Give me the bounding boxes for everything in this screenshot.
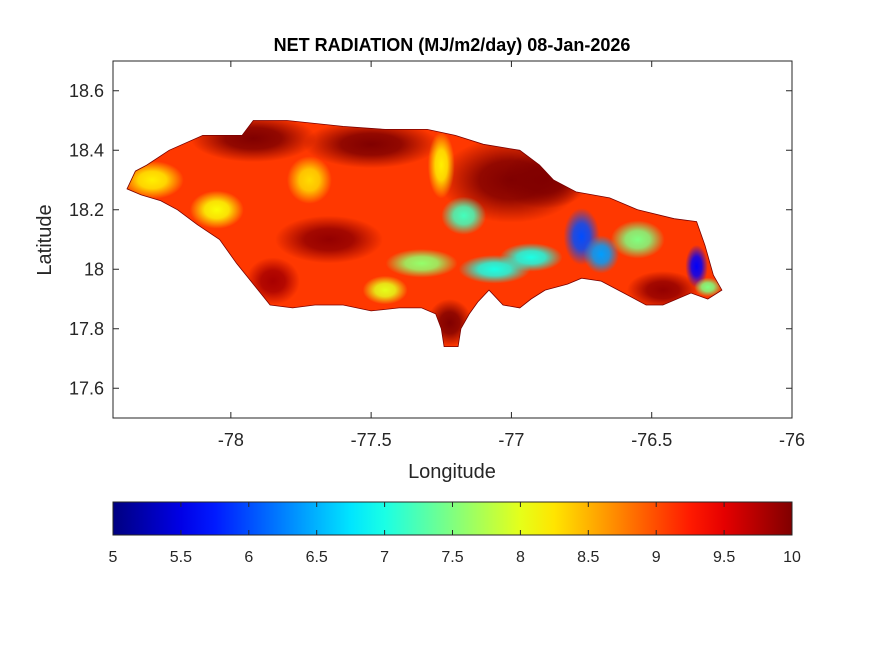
y-tick-label: 18.2 xyxy=(69,200,104,220)
y-tick-label: 17.8 xyxy=(69,319,104,339)
y-axis-label: Latitude xyxy=(34,204,56,275)
heatmap-blob xyxy=(441,196,487,235)
heatmap-blobs xyxy=(127,120,722,347)
heatmap-blob xyxy=(385,249,458,278)
heatmap-blob xyxy=(427,131,455,199)
colorbar-tick-label: 7 xyxy=(380,549,389,566)
y-tick-label: 18.4 xyxy=(69,140,104,160)
x-axis-label: Longitude xyxy=(408,461,496,483)
colorbar-tick-label: 7.5 xyxy=(441,549,463,566)
y-tick-label: 17.6 xyxy=(69,378,104,398)
heatmap-blob xyxy=(694,277,722,297)
heatmap-blob xyxy=(610,220,665,259)
colorbar-ticks: 5 5.5 6 6.5 7 7.5 8 8.5 9 9.5 10 xyxy=(109,502,801,566)
heatmap-blob xyxy=(303,120,439,169)
x-tick-label: -76.5 xyxy=(631,430,672,450)
heatmap-blob xyxy=(685,244,708,288)
heatmap-blob xyxy=(583,235,620,274)
chart-title: NET RADIATION (MJ/m2/day) 08-Jan-2026 xyxy=(274,35,631,55)
colorbar-tick-label: 8 xyxy=(516,549,525,566)
colorbar-tick-label: 9 xyxy=(652,549,661,566)
colorbar-tick-label: 5.5 xyxy=(170,549,192,566)
colorbar-tick-label: 8.5 xyxy=(577,549,599,566)
heatmap-blob xyxy=(286,156,332,204)
colorbar xyxy=(112,501,793,536)
x-tick-label: -77 xyxy=(498,430,524,450)
y-tick-label: 18.6 xyxy=(69,81,104,101)
y-axis: 17.6 17.8 18 18.2 18.4 18.6 xyxy=(69,81,792,398)
x-tick-label: -76 xyxy=(779,430,805,450)
heatmap-blob xyxy=(275,215,383,264)
colorbar-tick-label: 10 xyxy=(783,549,801,566)
colorbar-tick-label: 5 xyxy=(109,549,118,566)
heatmap-blob xyxy=(499,243,563,272)
colorbar-tick-label: 9.5 xyxy=(713,549,735,566)
colorbar-tick-label: 6.5 xyxy=(306,549,328,566)
colorbar-tick-label: 6 xyxy=(244,549,253,566)
y-tick-label: 18 xyxy=(84,259,104,279)
heatmap-blob xyxy=(362,275,408,305)
x-tick-label: -78 xyxy=(218,430,244,450)
region-outline xyxy=(126,120,723,347)
x-axis: -78 -77.5 -77 -76.5 -76 xyxy=(218,61,805,450)
heatmap-blob xyxy=(189,190,244,229)
x-tick-label: -77.5 xyxy=(351,430,392,450)
